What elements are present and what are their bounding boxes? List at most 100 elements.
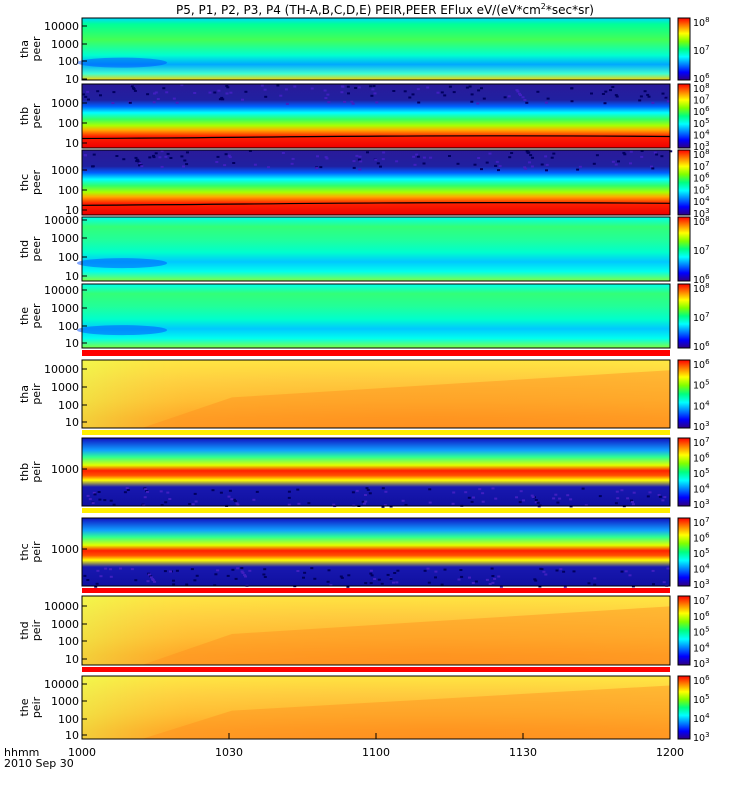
noise-speck — [125, 487, 129, 490]
noise-speck — [515, 89, 519, 92]
panel-thd-peir: thd peir 10 100 1000 10000 107 106 105 104 103 — [18, 594, 710, 670]
noise-speck — [544, 155, 548, 158]
noise-speck — [507, 95, 511, 98]
noise-speck — [326, 93, 330, 96]
noise-speck — [539, 567, 543, 570]
noise-speck — [562, 570, 566, 573]
noise-speck — [369, 569, 373, 572]
y-tick-label: 10000 — [44, 214, 79, 227]
noise-speck — [544, 573, 548, 576]
noise-speck — [661, 499, 665, 502]
noise-speck — [241, 98, 244, 101]
noise-speck — [570, 87, 574, 90]
noise-speck — [473, 163, 477, 166]
noise-speck — [91, 165, 94, 168]
noise-speck — [340, 576, 344, 579]
noise-speck — [536, 90, 540, 93]
noise-speck — [443, 568, 447, 571]
noise-speck — [112, 503, 116, 506]
noise-speck — [285, 102, 289, 105]
noise-speck — [666, 567, 670, 570]
noise-speck — [133, 89, 137, 92]
noise-speck — [615, 95, 619, 98]
x-tick-label: 1130 — [509, 746, 537, 759]
panel-frame — [81, 149, 671, 216]
noise-speck — [234, 577, 238, 580]
y-tick-label: 100 — [58, 399, 79, 412]
noise-speck — [229, 91, 233, 94]
noise-speck — [226, 86, 230, 89]
noise-speck — [364, 582, 368, 585]
noise-speck — [319, 166, 323, 169]
noise-speck — [264, 95, 268, 98]
y-tick-label: 1000 — [51, 618, 79, 631]
noise-speck — [482, 97, 486, 100]
noise-speck — [536, 501, 540, 504]
noise-speck — [172, 583, 176, 586]
noise-speck — [86, 579, 90, 581]
noise-speck — [214, 573, 218, 576]
colorbar-tick-label: 104 — [693, 195, 710, 208]
colorbar — [677, 437, 691, 507]
noise-speck — [429, 156, 433, 159]
noise-speck — [230, 498, 234, 501]
noise-speck — [497, 575, 501, 578]
noise-speck — [386, 573, 390, 576]
noise-speck — [323, 89, 327, 92]
colorbar-tick-label: 107 — [693, 311, 710, 324]
colorbar-tick-label: 103 — [693, 578, 710, 591]
noise-speck — [381, 505, 385, 508]
noise-speck — [138, 164, 141, 167]
colorbar-tick-label: 103 — [693, 657, 710, 670]
noise-speck — [640, 150, 644, 152]
panel-tha-peir: tha peir 10 100 1000 10000 106 105 104 103 — [18, 358, 710, 433]
noise-speck — [443, 94, 447, 97]
noise-speck — [364, 500, 368, 503]
noise-speck — [162, 87, 166, 90]
noise-speck — [218, 98, 222, 101]
noise-speck — [103, 499, 107, 502]
noise-speck — [357, 158, 361, 161]
noise-speck — [434, 570, 438, 573]
noise-speck — [231, 568, 235, 571]
noise-speck — [119, 567, 122, 570]
noise-speck — [617, 160, 620, 163]
noise-speck — [408, 96, 412, 99]
noise-speck — [664, 96, 668, 99]
noise-speck — [494, 164, 498, 167]
y-tick-label: 100 — [58, 184, 79, 197]
noise-speck — [468, 85, 472, 88]
noise-speck — [346, 585, 350, 588]
noise-speck — [477, 157, 481, 159]
noise-speck — [248, 150, 252, 152]
spacecraft-potential-line — [81, 202, 671, 206]
noise-speck — [115, 155, 119, 157]
noise-speck — [603, 102, 607, 105]
noise-speck — [584, 504, 588, 507]
high-flux-region — [142, 685, 670, 739]
noise-speck — [252, 498, 256, 501]
noise-speck — [291, 157, 295, 160]
noise-speck — [166, 152, 170, 155]
colorbar-tick-label: 107 — [693, 44, 710, 57]
noise-speck — [313, 577, 317, 580]
y-tick-label: 10 — [65, 204, 79, 217]
y-tick-label: 100 — [58, 713, 79, 726]
noise-speck — [191, 503, 195, 506]
noise-speck — [531, 156, 534, 159]
low-energy-blob — [77, 57, 167, 68]
noise-speck — [296, 570, 300, 572]
noise-speck — [84, 95, 88, 98]
colorbar-tick-label: 105 — [693, 626, 710, 639]
noise-speck — [267, 166, 270, 169]
noise-speck — [556, 501, 560, 504]
noise-speck — [436, 91, 440, 94]
noise-speck — [403, 90, 407, 93]
noise-speck — [581, 487, 585, 490]
noise-speck — [523, 166, 527, 169]
noise-speck — [253, 163, 257, 166]
colorbar-tick-label: 103 — [693, 498, 710, 511]
colorbar — [677, 149, 691, 216]
noise-speck — [643, 90, 647, 93]
